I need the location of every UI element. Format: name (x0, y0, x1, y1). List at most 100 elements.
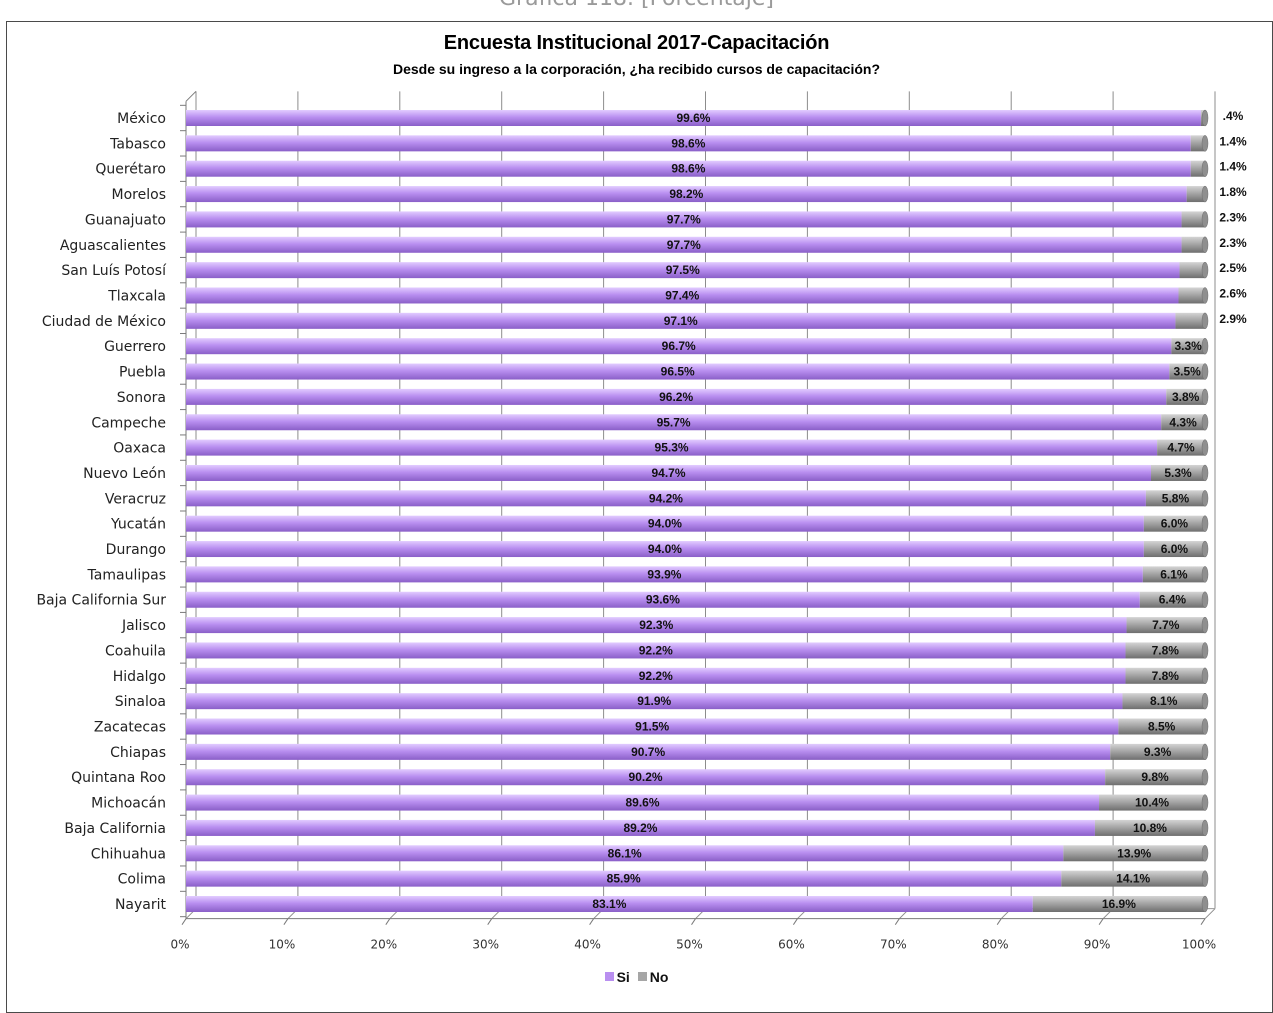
bar-end-cap (1201, 540, 1209, 558)
gridline-floor (1204, 908, 1216, 920)
data-label-no: 2.9% (1219, 312, 1247, 326)
bar-si (186, 186, 1187, 203)
data-label-no: 3.5% (1173, 365, 1201, 379)
category-label: Guanajuato (85, 212, 166, 228)
chart-title: Encuesta Institucional 2017-Capacitación (443, 32, 830, 54)
data-label-no: 9.8% (1141, 770, 1169, 784)
category-label: San Luís Potosí (61, 263, 167, 279)
bar-no (1181, 211, 1205, 228)
figure-caption: Gráfica 118. [Porcentaje] (0, 0, 1273, 11)
bar-end-cap (1201, 414, 1209, 431)
category-label: Tlaxcala (107, 288, 166, 304)
bar-end-cap (1201, 464, 1209, 482)
data-label-no: 6.0% (1161, 517, 1189, 531)
category-labels: México Tabasco Querétaro Morelos Guanajuato A… (36, 111, 167, 913)
data-label-si: 95.3% (655, 441, 689, 455)
data-label-no: 6.1% (1160, 567, 1188, 581)
data-label-no: 6.4% (1159, 593, 1187, 607)
bar-end-cap (1201, 768, 1209, 786)
category-label: Aguascalientes (60, 238, 166, 254)
x-tick-mark (283, 918, 289, 925)
category-label: Campeche (91, 415, 166, 431)
data-label-no: 7.8% (1152, 643, 1180, 657)
x-tick-mark (894, 918, 900, 925)
x-tick-mark (181, 918, 187, 925)
data-label-si: 98.2% (669, 187, 703, 201)
category-label: Nayarit (115, 897, 167, 913)
bar-si (186, 718, 1119, 735)
bar-si (186, 312, 1176, 329)
data-label-si: 91.9% (637, 694, 671, 708)
data-label-si: 92.2% (639, 643, 673, 657)
data-label-no: 7.8% (1152, 669, 1180, 683)
data-label-si: 94.0% (648, 542, 682, 556)
x-tick-mark (996, 918, 1002, 925)
bar-no (1166, 388, 1205, 405)
legend: Si No (0, 968, 1273, 985)
bar-end-cap (1201, 667, 1209, 685)
category-label: Oaxaca (113, 441, 166, 457)
bar-si (186, 236, 1182, 253)
data-label-no: 3.3% (1175, 339, 1203, 353)
bar-end-cap (1201, 566, 1209, 583)
bar-no (1099, 794, 1205, 811)
bar-no (1186, 186, 1205, 203)
data-label-no: 7.7% (1152, 618, 1180, 632)
data-label-no: 2.3% (1219, 236, 1247, 250)
bar-end-cap (1201, 591, 1209, 608)
bar-si (186, 617, 1127, 634)
data-label-no: 14.1% (1116, 872, 1150, 886)
bar-si (186, 515, 1144, 532)
data-label-no: 1.4% (1219, 134, 1247, 148)
category-label: Nuevo León (83, 466, 166, 482)
x-tick-label: 60% (778, 938, 805, 952)
data-label-si: 85.9% (607, 872, 641, 886)
bar-no (1161, 414, 1205, 431)
data-label-si: 92.3% (639, 618, 673, 632)
bar-no (1190, 160, 1205, 177)
category-label: Tabasco (109, 136, 166, 152)
data-label-si: 86.1% (608, 846, 642, 860)
data-label-si: 98.6% (671, 162, 705, 176)
bar-si (186, 388, 1167, 405)
bar-end-cap (1201, 337, 1209, 355)
category-label: Baja California (64, 821, 166, 837)
data-label-no: 16.9% (1102, 897, 1136, 911)
x-tick-mark (487, 918, 493, 925)
bar-no (1139, 591, 1205, 608)
category-label: Veracruz (105, 491, 166, 507)
x-tick-label: 80% (982, 938, 1009, 952)
bar-si (186, 566, 1143, 583)
data-label-si: 97.4% (665, 288, 699, 302)
bar-end-cap (1201, 870, 1209, 887)
data-label-no: 1.8% (1219, 185, 1247, 199)
category-label: Sinaloa (115, 694, 166, 710)
bar-end-cap (1201, 185, 1209, 203)
bar-si (186, 464, 1151, 481)
bar-no (1110, 743, 1205, 760)
bar-no (1126, 617, 1205, 634)
x-tick-label: 100% (1182, 938, 1216, 952)
category-label: Ciudad de México (42, 314, 166, 330)
bar-end-cap (1201, 160, 1209, 177)
bar-no (1142, 566, 1205, 583)
data-label-si: 94.0% (648, 517, 682, 531)
category-label: Puebla (119, 365, 166, 381)
bar-no (1175, 312, 1205, 329)
bar-si (186, 262, 1180, 279)
data-label-si: 94.7% (651, 466, 685, 480)
x-tick-mark (792, 918, 798, 925)
data-label-no: 10.8% (1133, 821, 1167, 835)
bar-end-cap (1201, 794, 1209, 811)
bar-end-cap (1201, 211, 1209, 228)
bar-si (186, 870, 1062, 887)
category-label: Coahuila (105, 643, 166, 659)
bar-si (186, 769, 1106, 786)
bar-no (1179, 262, 1205, 279)
bar-si (186, 160, 1191, 177)
bar-si (186, 414, 1162, 431)
x-tick-mark (385, 918, 391, 925)
category-label: Guerrero (104, 339, 166, 355)
data-label-si: 98.6% (671, 136, 705, 150)
data-label-si: 93.6% (646, 593, 680, 607)
